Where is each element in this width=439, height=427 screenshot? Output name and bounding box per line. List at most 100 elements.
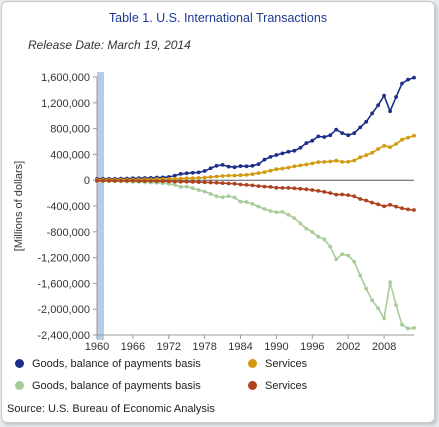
data-point — [340, 252, 345, 257]
data-point — [190, 176, 195, 181]
y-tick-label: -1,200,000 — [37, 253, 90, 265]
data-point — [412, 326, 416, 330]
data-point — [172, 182, 177, 187]
data-point — [262, 207, 267, 211]
data-point — [346, 193, 351, 198]
data-point — [298, 145, 303, 150]
data-point — [101, 178, 105, 183]
data-point — [406, 207, 410, 212]
data-point — [238, 173, 243, 178]
data-point — [286, 186, 291, 190]
data-point — [220, 174, 225, 178]
data-point — [238, 164, 243, 169]
data-point — [238, 199, 243, 204]
data-point — [298, 186, 303, 191]
data-point — [256, 184, 261, 189]
data-point — [172, 179, 177, 184]
data-point — [400, 137, 404, 142]
data-point — [304, 226, 309, 231]
data-point — [244, 200, 249, 204]
data-point — [370, 150, 374, 155]
data-point — [286, 165, 291, 170]
data-point — [226, 181, 231, 186]
y-tick-label: -2,400,000 — [37, 330, 90, 342]
data-point — [316, 160, 321, 165]
data-point — [250, 183, 255, 188]
data-point — [244, 164, 249, 169]
data-point — [280, 166, 285, 171]
data-point — [220, 181, 225, 186]
data-point — [154, 179, 159, 184]
data-point — [286, 212, 291, 217]
data-point — [340, 192, 345, 197]
data-point — [364, 286, 369, 291]
data-point — [214, 180, 219, 185]
data-point — [268, 168, 273, 173]
data-point — [388, 280, 392, 284]
data-point — [250, 172, 255, 177]
data-point — [178, 179, 183, 184]
data-point — [376, 147, 380, 151]
x-tick-label: 1984 — [228, 341, 252, 353]
data-point — [358, 155, 363, 160]
data-point — [328, 159, 333, 164]
data-point — [394, 303, 398, 308]
data-point — [304, 141, 309, 146]
data-point — [322, 190, 327, 194]
data-point — [119, 178, 123, 183]
data-point — [172, 176, 177, 181]
data-point — [202, 169, 207, 173]
data-point — [340, 160, 345, 164]
data-point — [274, 210, 279, 215]
x-tick-label: 2002 — [336, 341, 360, 353]
data-point — [262, 184, 267, 189]
data-point — [352, 131, 357, 136]
x-tick-label: 1978 — [192, 341, 216, 353]
data-point — [292, 216, 297, 221]
data-point — [214, 163, 219, 168]
x-tick-label: 1966 — [121, 341, 145, 353]
data-point — [316, 134, 321, 139]
source-note: Source: U.S. Bureau of Economic Analysis — [7, 403, 215, 415]
data-point — [352, 259, 357, 264]
data-point — [190, 180, 195, 184]
data-point — [412, 133, 416, 138]
y-tick-label: 1,200,000 — [41, 98, 90, 110]
data-point — [202, 189, 207, 194]
data-point — [352, 158, 357, 163]
data-point — [196, 170, 201, 175]
data-point — [358, 197, 363, 201]
data-point — [208, 180, 213, 185]
data-point — [364, 198, 369, 203]
data-point — [190, 186, 195, 191]
data-point — [256, 162, 261, 167]
data-point — [400, 81, 404, 86]
data-point — [166, 179, 171, 184]
data-point — [304, 187, 309, 192]
data-point — [358, 125, 363, 130]
y-axis-title: [Millions of dollars] — [13, 161, 25, 251]
data-point — [244, 183, 249, 187]
data-point — [262, 170, 267, 175]
data-point — [256, 204, 261, 209]
data-point — [196, 180, 201, 185]
data-point — [208, 175, 213, 179]
chart-card: Table 1. U.S. International Transactions… — [1, 1, 435, 423]
data-point — [406, 135, 410, 140]
y-tick-label: -800,000 — [47, 227, 90, 239]
data-point — [334, 158, 339, 163]
data-point — [274, 185, 279, 190]
data-point — [95, 178, 99, 183]
data-point — [370, 298, 374, 303]
y-tick-label: 0 — [84, 175, 90, 187]
data-point — [340, 131, 345, 136]
data-point — [137, 179, 141, 183]
data-point — [358, 273, 363, 278]
data-point — [107, 178, 111, 183]
data-point — [178, 176, 183, 181]
data-point — [292, 164, 297, 169]
data-point — [113, 178, 117, 183]
data-point — [388, 145, 392, 150]
data-point — [406, 326, 410, 331]
data-point — [328, 191, 333, 195]
